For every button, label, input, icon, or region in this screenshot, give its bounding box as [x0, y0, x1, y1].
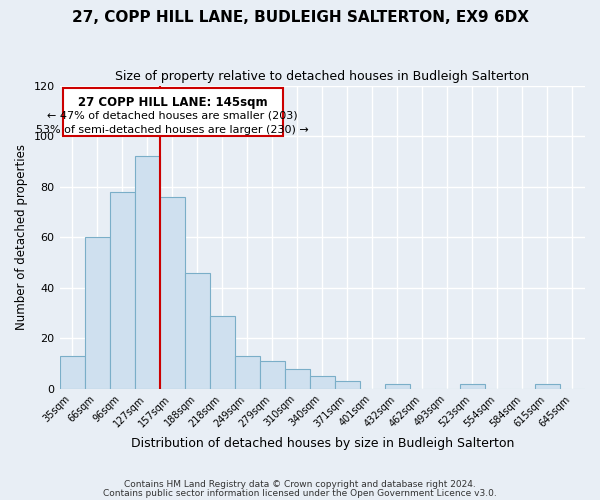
Bar: [185, 272, 209, 389]
Bar: [285, 368, 310, 389]
Bar: [134, 156, 160, 389]
Bar: [535, 384, 560, 389]
Text: Contains HM Land Registry data © Crown copyright and database right 2024.: Contains HM Land Registry data © Crown c…: [124, 480, 476, 489]
Bar: [260, 361, 285, 389]
Bar: [460, 384, 485, 389]
Text: Contains public sector information licensed under the Open Government Licence v3: Contains public sector information licen…: [103, 488, 497, 498]
Bar: [110, 192, 134, 389]
Text: 27, COPP HILL LANE, BUDLEIGH SALTERTON, EX9 6DX: 27, COPP HILL LANE, BUDLEIGH SALTERTON, …: [71, 10, 529, 25]
X-axis label: Distribution of detached houses by size in Budleigh Salterton: Distribution of detached houses by size …: [131, 437, 514, 450]
Bar: [385, 384, 410, 389]
Text: 53% of semi-detached houses are larger (230) →: 53% of semi-detached houses are larger (…: [36, 124, 309, 134]
Text: 27 COPP HILL LANE: 145sqm: 27 COPP HILL LANE: 145sqm: [78, 96, 268, 108]
Bar: [59, 356, 85, 389]
Bar: [160, 197, 185, 389]
Bar: [310, 376, 335, 389]
Bar: [235, 356, 260, 389]
Y-axis label: Number of detached properties: Number of detached properties: [15, 144, 28, 330]
Title: Size of property relative to detached houses in Budleigh Salterton: Size of property relative to detached ho…: [115, 70, 529, 83]
Text: ← 47% of detached houses are smaller (203): ← 47% of detached houses are smaller (20…: [47, 111, 298, 121]
Bar: [335, 382, 360, 389]
FancyBboxPatch shape: [62, 88, 283, 136]
Bar: [209, 316, 235, 389]
Bar: [85, 237, 110, 389]
